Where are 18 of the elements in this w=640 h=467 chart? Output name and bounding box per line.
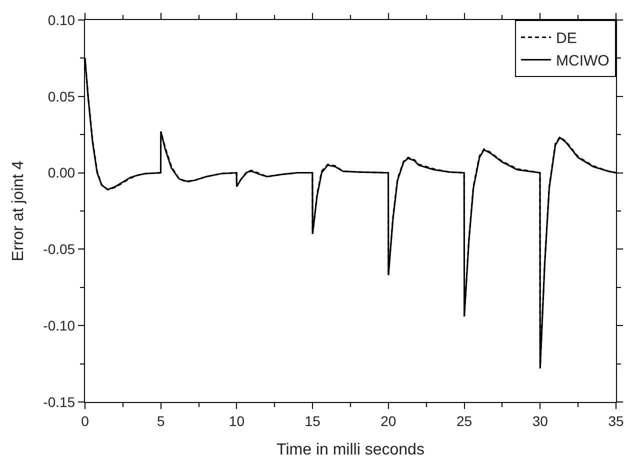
y-tick-label: -0.15 (43, 394, 76, 410)
y-tick-label: 0.10 (48, 12, 76, 28)
legend-label: MCIWO (556, 52, 610, 70)
y-tick-label: -0.05 (43, 241, 76, 258)
x-tick-label: 15 (304, 412, 321, 429)
x-tick-label: 25 (456, 412, 472, 429)
y-axis-title: Error at joint 4 (10, 160, 28, 262)
x-tick-label: 0 (81, 412, 90, 429)
y-tick-label: 0.00 (48, 164, 76, 181)
x-tick-label: 10 (228, 412, 245, 429)
x-tick-label: 35 (608, 412, 624, 429)
y-tick-label: 0.05 (48, 88, 76, 104)
x-tick-label: 5 (156, 412, 165, 429)
x-axis-title: Time in milli seconds (276, 442, 424, 459)
x-tick-label: 30 (532, 412, 548, 429)
x-tick-label: 20 (380, 412, 396, 429)
legend-label: DE (556, 30, 577, 48)
y-tick-label: -0.10 (43, 318, 76, 334)
